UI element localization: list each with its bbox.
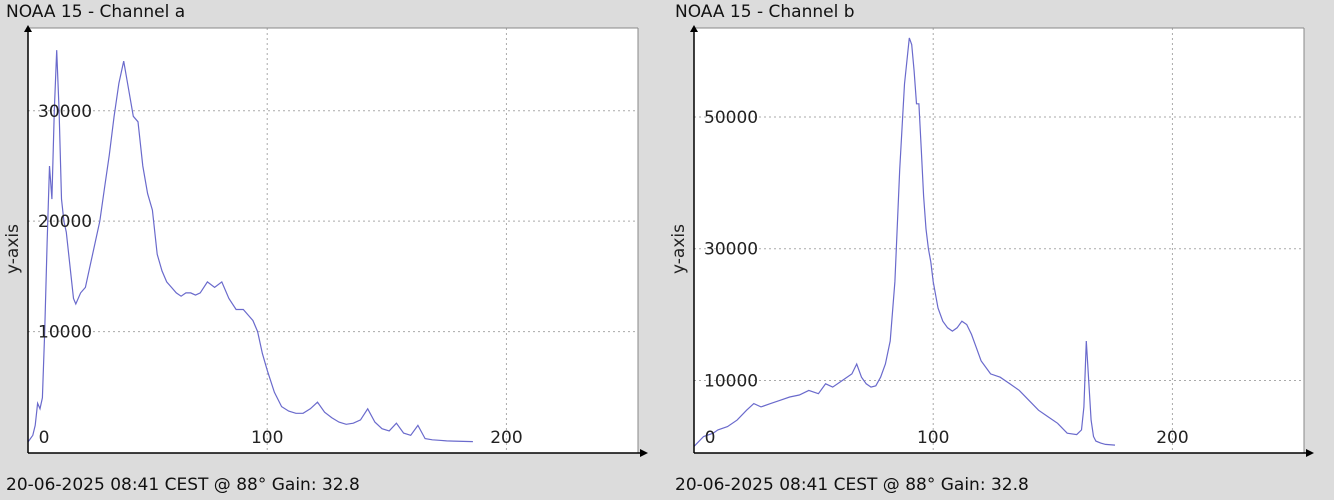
x-tick-label: 100 bbox=[917, 428, 949, 448]
chart-a-footer: 20-06-2025 08:41 CEST @ 88° Gain: 32.8 bbox=[6, 475, 360, 495]
x-axis-arrow bbox=[1306, 449, 1314, 457]
x-tick-label: 0 bbox=[705, 428, 716, 448]
x-tick-label: 0 bbox=[39, 428, 50, 448]
chart-b-title: NOAA 15 - Channel b bbox=[675, 2, 855, 22]
x-tick-label: 200 bbox=[490, 428, 522, 448]
x-axis-arrow bbox=[640, 449, 648, 457]
y-tick-label: 10000 bbox=[704, 372, 758, 392]
chart-a-title: NOAA 15 - Channel a bbox=[6, 2, 186, 22]
x-tick-label: 200 bbox=[1156, 428, 1188, 448]
x-tick-label: 100 bbox=[251, 428, 283, 448]
series-line bbox=[693, 37, 1116, 447]
y-axis-label: y-axis bbox=[3, 224, 23, 274]
chart-0: 0 100 200 10000 20000 30000 y-axis bbox=[3, 25, 648, 457]
y-tick-label: 30000 bbox=[38, 102, 92, 122]
y-tick-label: 20000 bbox=[38, 212, 92, 232]
plot-area bbox=[694, 28, 1304, 453]
y-axis-arrow bbox=[690, 25, 698, 32]
chart-b-footer: 20-06-2025 08:41 CEST @ 88° Gain: 32.8 bbox=[675, 475, 1029, 495]
series-line bbox=[27, 50, 473, 443]
plot-area bbox=[28, 28, 638, 453]
y-tick-label: 50000 bbox=[704, 108, 758, 128]
y-axis-label: y-axis bbox=[669, 224, 689, 274]
y-axis-arrow bbox=[24, 25, 32, 32]
y-tick-label: 30000 bbox=[704, 240, 758, 260]
chart-1: 0 100 200 10000 30000 50000 y-axis bbox=[669, 25, 1314, 457]
y-tick-label: 10000 bbox=[38, 323, 92, 343]
